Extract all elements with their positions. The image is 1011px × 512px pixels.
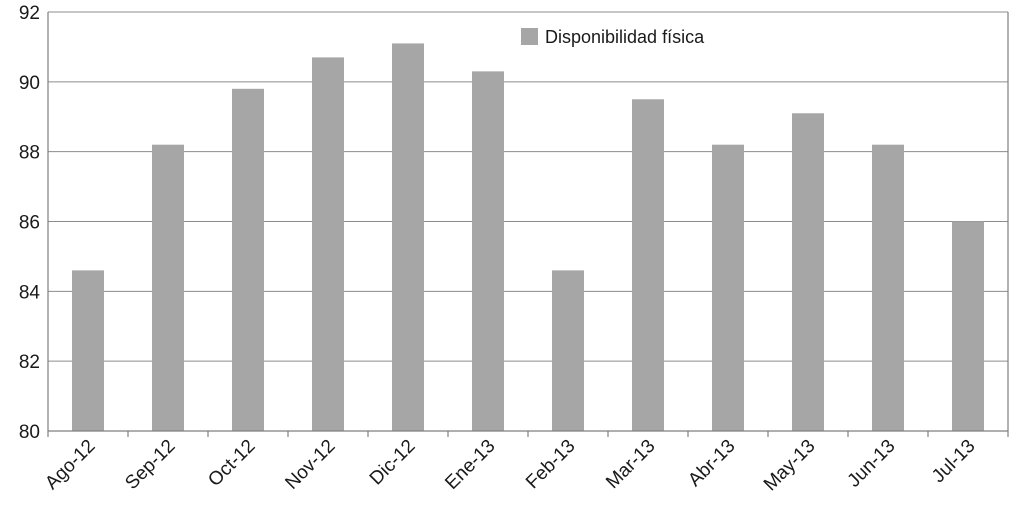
x-tick-label: Nov-12	[281, 436, 339, 494]
bar-Jun-13	[872, 144, 904, 431]
x-tick-label: Mar-13	[602, 436, 659, 493]
legend-label: Disponibilidad física	[545, 27, 705, 47]
legend-swatch	[521, 28, 538, 45]
bar-Sep-12	[152, 144, 184, 431]
y-tick-label: 86	[19, 213, 40, 234]
x-tick-label: Jun-13	[844, 436, 900, 492]
x-tick-label: May-13	[760, 436, 820, 496]
x-tick-label: Oct-12	[204, 436, 259, 491]
y-tick-label: 92	[19, 3, 40, 24]
bar-May-13	[792, 113, 824, 431]
x-tick-label: Dic-12	[366, 436, 420, 490]
legend: Disponibilidad física	[521, 27, 705, 47]
x-tick-label: Ene-13	[441, 436, 499, 494]
bar-Abr-13	[712, 144, 744, 431]
gridlines	[48, 11, 1008, 432]
bars	[72, 43, 984, 432]
y-tick-labels: 80 82 84 86 88 90 92	[19, 3, 41, 443]
y-tick-label: 90	[19, 73, 40, 94]
y-tick-label: 80	[19, 422, 40, 443]
x-tick-label: Sep-12	[121, 436, 179, 494]
bar-Ene-13	[472, 71, 504, 431]
bar-Ago-12	[72, 270, 104, 431]
y-tick-label: 88	[19, 143, 40, 164]
bar-Dic-12	[392, 43, 424, 432]
x-tick-label: Jul-13	[928, 436, 979, 487]
bar-Nov-12	[312, 57, 344, 432]
bar-Oct-12	[232, 88, 264, 432]
axes	[47, 12, 1009, 437]
bar-Mar-13	[632, 99, 664, 432]
x-tick-labels: Ago-12 Sep-12 Oct-12 Nov-12 Dic-12 Ene-13 Feb-…	[41, 436, 979, 496]
bar-Jul-13	[952, 221, 984, 431]
bar-Feb-13	[552, 270, 584, 431]
x-tick-label: Abr-13	[684, 436, 739, 491]
x-tick-label: Feb-13	[522, 436, 579, 493]
x-tick-label: Ago-12	[41, 436, 99, 494]
y-tick-label: 84	[19, 282, 41, 303]
y-tick-label: 82	[19, 352, 40, 373]
